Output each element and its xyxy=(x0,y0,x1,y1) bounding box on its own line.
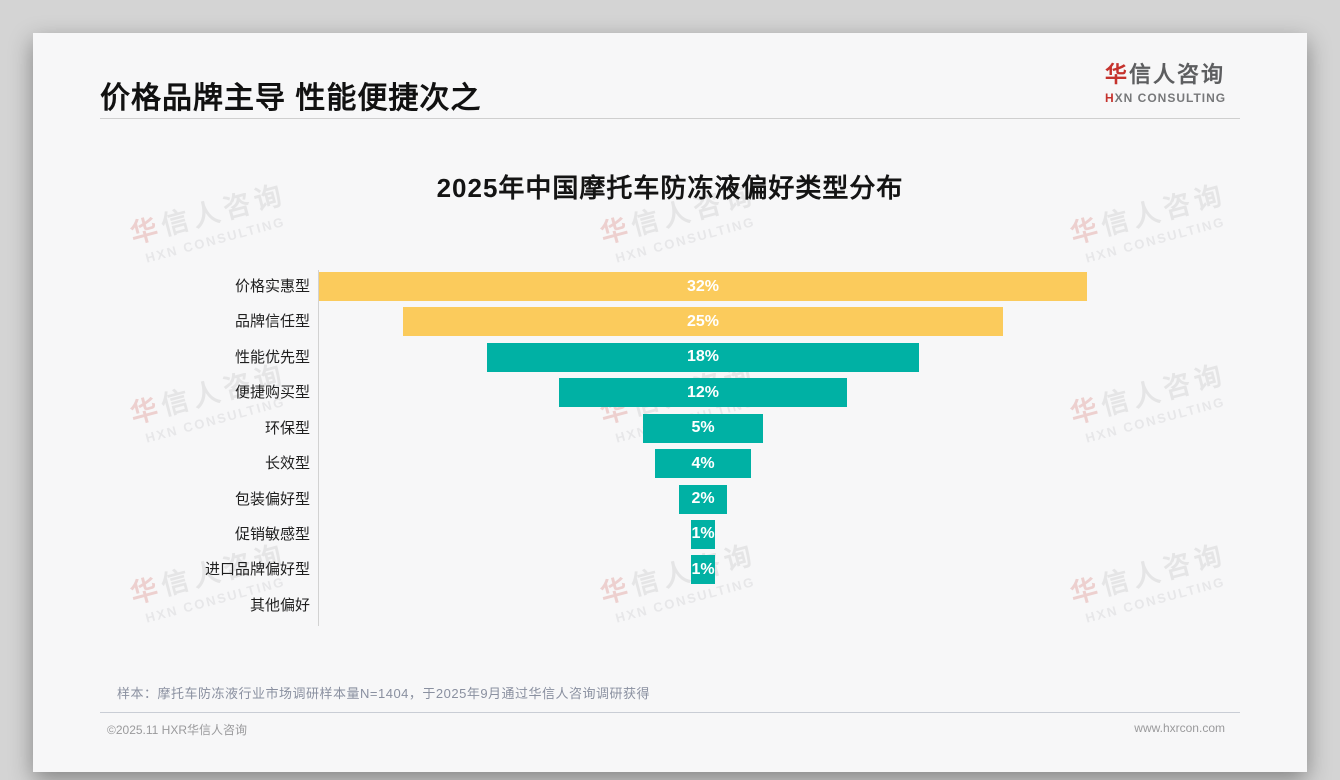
category-label: 价格实惠型 xyxy=(234,278,310,295)
row-plot-area xyxy=(318,591,1238,620)
bar-value-label: 32% xyxy=(686,277,720,295)
chart-row: 便捷购买型 12% xyxy=(33,378,1307,408)
brand-logo-english: HXN CONSULTING xyxy=(1105,91,1240,105)
bar-value-label: 1% xyxy=(691,525,715,543)
bar-value-label: 4% xyxy=(691,454,715,472)
brand-logo-en-rest: XN CONSULTING xyxy=(1114,91,1227,105)
row-plot-area: 2% xyxy=(318,484,1238,514)
brand-logo-chinese: 华信人咨询 xyxy=(1105,57,1240,89)
chart-row: 包装偏好型 2% xyxy=(33,484,1307,514)
category-label: 长效型 xyxy=(264,455,310,473)
funnel-bar: 32% xyxy=(319,272,1087,301)
footer-website-url: www.hxrcon.com xyxy=(1134,721,1225,735)
row-plot-area: 12% xyxy=(318,378,1238,408)
row-plot-area: 1% xyxy=(318,555,1238,585)
funnel-bar: 4% xyxy=(655,449,751,479)
funnel-bar-chart: 价格实惠型 32% 品牌信任型 25% 性能优先型 18% 便捷购买型 12% 环保型 5% 长效型… xyxy=(33,270,1307,628)
chart-row: 促销敏感型 1% xyxy=(33,519,1307,549)
header-divider xyxy=(100,118,1240,119)
chart-row: 环保型 5% xyxy=(33,413,1307,443)
brand-logo-en-accent: H xyxy=(1105,91,1115,105)
chart-row: 其他偏好 xyxy=(33,591,1307,620)
chart-row: 品牌信任型 25% xyxy=(33,307,1307,337)
funnel-bar: 5% xyxy=(643,413,763,443)
category-label: 便捷购买型 xyxy=(234,384,310,402)
funnel-bar: 18% xyxy=(487,342,919,372)
row-plot-area: 25% xyxy=(318,307,1238,337)
category-label: 促销敏感型 xyxy=(234,525,310,543)
row-plot-area: 1% xyxy=(318,519,1238,549)
chart-row: 价格实惠型 32% xyxy=(33,272,1307,301)
row-plot-area: 32% xyxy=(318,272,1238,301)
category-label: 环保型 xyxy=(264,419,310,437)
bar-value-label: 25% xyxy=(686,312,720,330)
bar-value-label: 18% xyxy=(686,348,720,366)
row-plot-area: 4% xyxy=(318,449,1238,479)
footer-copyright: ©2025.11 HXR华信人咨询 xyxy=(107,723,247,737)
category-label: 包装偏好型 xyxy=(234,490,310,508)
funnel-bar: 2% xyxy=(679,484,727,514)
bar-value-label: 12% xyxy=(686,383,720,401)
footer-divider xyxy=(100,712,1240,713)
funnel-bar: 1% xyxy=(691,555,715,585)
category-label: 其他偏好 xyxy=(249,596,310,614)
brand-logo: 华信人咨询 HXN CONSULTING xyxy=(1105,57,1240,105)
funnel-bar: 12% xyxy=(559,378,847,408)
chart-axis-line xyxy=(318,270,319,626)
chart-row: 性能优先型 18% xyxy=(33,342,1307,372)
sample-footnote: 样本：摩托车防冻液行业市场调研样本量N=1404，于2025年9月通过华信人咨询… xyxy=(117,686,651,701)
bar-value-label: 5% xyxy=(691,419,715,437)
chart-title: 2025年中国摩托车防冻液偏好类型分布 xyxy=(436,173,904,203)
bar-value-label: 2% xyxy=(691,490,715,508)
category-label: 品牌信任型 xyxy=(234,313,310,331)
row-plot-area: 5% xyxy=(318,413,1238,443)
page-title: 价格品牌主导 性能便捷次之 xyxy=(100,82,482,115)
slide-card: 华信人咨询 HXN CONSULTING 华信人咨询 HXN CONSULTING 华信… xyxy=(33,33,1307,772)
category-label: 性能优先型 xyxy=(234,348,310,366)
row-plot-area: 18% xyxy=(318,342,1238,372)
funnel-bar: 25% xyxy=(403,307,1003,337)
chart-row: 长效型 4% xyxy=(33,449,1307,479)
category-label: 进口品牌偏好型 xyxy=(204,561,310,579)
funnel-bar: 1% xyxy=(691,519,715,549)
brand-logo-cn-accent: 华 xyxy=(1105,62,1130,87)
brand-logo-cn-rest: 信人咨询 xyxy=(1129,62,1226,87)
bar-value-label: 1% xyxy=(691,560,715,578)
chart-row: 进口品牌偏好型 1% xyxy=(33,555,1307,585)
